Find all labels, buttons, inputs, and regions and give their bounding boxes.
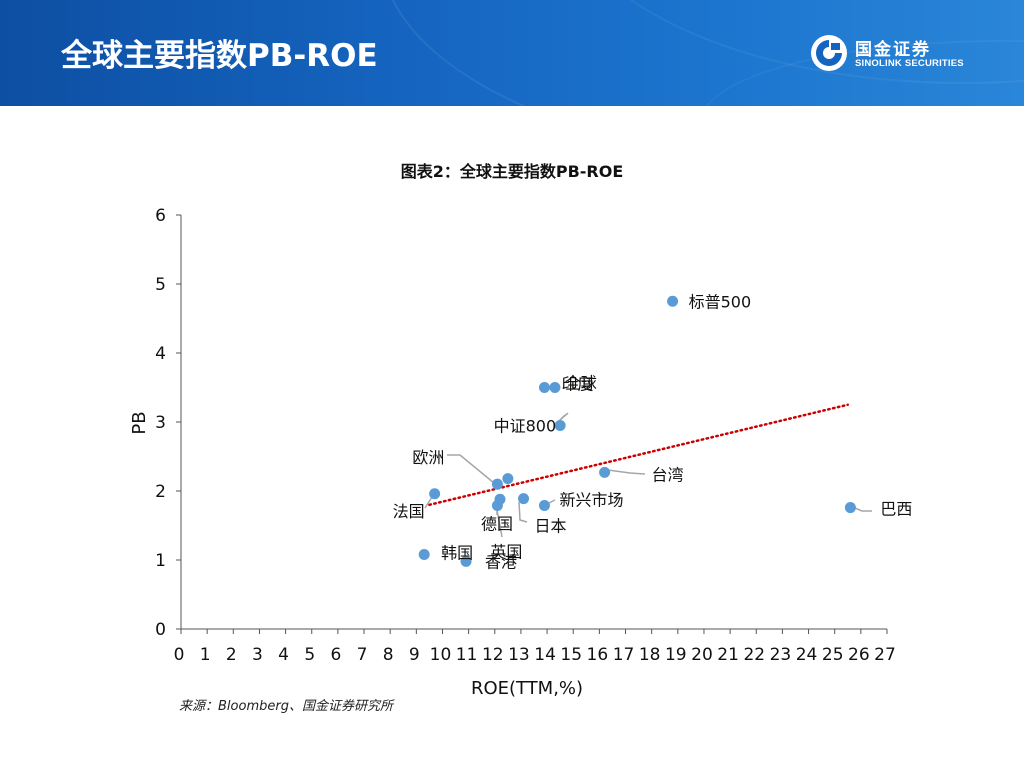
data-point [667,295,679,307]
x-tick-label: 27 [874,645,896,665]
x-tick-label: 6 [330,645,341,665]
logo-chinese-name: 国金证券 [855,40,931,60]
x-tick-label: 7 [357,645,368,665]
data-point [538,499,550,511]
company-logo: 国金证券 SINOLINK SECURITIES [810,34,990,74]
leader-line [447,454,495,484]
data-label: 日本 [535,517,567,536]
trendline [428,403,850,507]
leader-line [607,469,646,475]
x-tick-label: 13 [508,645,530,665]
data-point [491,478,503,490]
x-tick-label: 3 [252,645,263,665]
data-label: 法国 [393,502,425,521]
x-tick-label: 15 [560,645,582,665]
data-label: 台湾 [652,465,684,484]
logo-english-name: SINOLINK SECURITIES [855,58,964,69]
header-banner: 全球主要指数PB-ROE 国金证券 SINOLINK SECURITIES [0,0,1024,106]
data-label: 欧洲 [412,448,444,467]
leader-line [424,496,433,509]
data-label: 中证800 [494,416,557,435]
x-tick-label: 9 [409,645,420,665]
sinolink-logo-icon [811,35,847,71]
page-title: 全球主要指数PB-ROE [61,38,378,74]
x-tick-label: 16 [587,645,609,665]
data-point [502,473,514,485]
leader-line [518,501,528,523]
leader-line [559,412,569,421]
data-label: 英国 [490,542,522,561]
data-label: 巴西 [880,500,912,519]
leader-line [496,509,503,538]
data-point [554,419,566,431]
x-tick-label: 14 [534,645,556,665]
y-tick-label: 0 [155,620,166,640]
data-point [549,382,561,393]
x-tick-label: 21 [717,645,739,665]
data-label: 韩国 [441,543,473,562]
x-tick-label: 5 [304,645,315,665]
data-label: 新兴市场 [559,490,623,509]
x-tick-label: 10 [430,645,452,665]
data-point [599,466,611,478]
y-tick-label: 5 [155,275,166,295]
leader-line [854,507,872,512]
chart-title: 图表2：全球主要指数PB-ROE [400,162,624,181]
y-tick-label: 2 [155,482,166,502]
x-tick-label: 1 [200,645,211,665]
x-tick-label: 2 [226,645,237,665]
data-point [460,555,472,567]
x-tick-label: 26 [848,645,870,665]
data-point [518,493,530,505]
y-tick-label: 6 [155,206,166,226]
data-point [538,382,550,393]
x-tick-label: 18 [639,645,661,665]
data-label: 标普500 [689,292,752,311]
x-tick-label: 25 [822,645,844,665]
data-label: 印度 [561,375,593,394]
data-point [429,488,441,500]
leader-line [548,499,556,504]
x-tick-label: 23 [770,645,792,665]
x-tick-label: 11 [456,645,478,665]
x-tick-label: 20 [691,645,713,665]
y-tick-label: 1 [155,551,166,571]
data-point [418,548,430,560]
x-tick-label: 17 [613,645,635,665]
x-tick-label: 8 [383,645,394,665]
data-point [491,499,503,511]
x-tick-label: 4 [278,645,289,665]
x-axis-label: ROE(TTM,%) [471,678,583,699]
x-tick-label: 24 [796,645,818,665]
data-label: 香港 [485,552,517,571]
y-axis-label: PB [129,411,150,434]
data-point [844,502,856,514]
data-label: 全球 [565,374,597,393]
x-tick-label: 19 [665,645,687,665]
y-tick-label: 4 [155,344,166,364]
data-label: 德国 [481,514,513,533]
x-tick-label: 22 [743,645,765,665]
x-tick-label: 0 [174,645,185,665]
source-note: 来源：Bloomberg、国金证券研究所 [179,699,393,714]
x-tick-label: 12 [482,645,504,665]
y-tick-label: 3 [155,413,166,433]
